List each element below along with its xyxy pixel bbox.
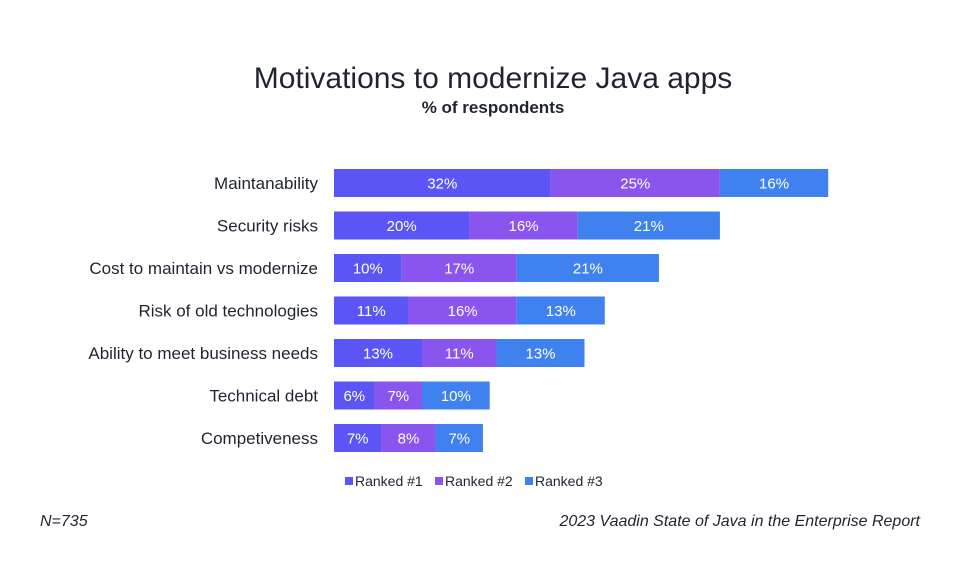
data-label: 11% xyxy=(445,346,474,363)
category-label: Security risks xyxy=(217,217,318,236)
category-label: Cost to maintain vs modernize xyxy=(89,259,318,278)
legend-swatch xyxy=(525,477,533,485)
data-label: 13% xyxy=(363,346,393,363)
bar-segment-2 xyxy=(469,211,578,240)
legend-swatch xyxy=(345,477,353,485)
data-label: 16% xyxy=(448,303,478,320)
category-label: Competiveness xyxy=(201,429,318,448)
data-label: 7% xyxy=(448,431,470,448)
data-label: 21% xyxy=(573,261,603,278)
bar-segment-2 xyxy=(381,424,436,452)
data-label: 25% xyxy=(620,176,650,193)
bar-segment-3 xyxy=(496,339,585,367)
data-label: 7% xyxy=(347,431,369,448)
legend-swatch xyxy=(435,477,443,485)
category-label: Maintanability xyxy=(214,174,318,193)
data-label: 21% xyxy=(634,218,664,235)
category-label: Ability to meet business needs xyxy=(88,344,318,363)
data-label: 13% xyxy=(546,303,576,320)
data-label: 10% xyxy=(353,261,383,278)
category-label: Technical debt xyxy=(209,387,318,406)
bar-segment-1 xyxy=(334,339,423,367)
bar-segment-1 xyxy=(334,169,551,197)
data-label: 16% xyxy=(509,218,539,235)
chart-subtitle: % of respondents xyxy=(421,98,565,117)
legend-label: Ranked #2 xyxy=(445,473,513,489)
bar-segment-3 xyxy=(435,424,483,452)
bar-segment-2 xyxy=(408,296,517,325)
bar-segment-1 xyxy=(334,296,409,325)
chart-title: Motivations to modernize Java apps xyxy=(253,62,733,95)
data-label: 10% xyxy=(441,388,471,405)
data-label: 11% xyxy=(357,303,386,320)
bar-segment-1 xyxy=(334,211,470,240)
bar-segment-3 xyxy=(516,254,659,282)
bar-segment-2 xyxy=(401,254,517,282)
bar-segment-3 xyxy=(719,169,829,197)
category-label: Risk of old technologies xyxy=(138,302,318,321)
data-label: 13% xyxy=(525,346,555,363)
bar-segment-2 xyxy=(374,381,423,410)
legend-label: Ranked #3 xyxy=(535,473,603,489)
bar-segment-1 xyxy=(334,424,382,452)
bar-segment-2 xyxy=(422,339,497,367)
source-note: 2023 Vaadin State of Java in the Enterpr… xyxy=(559,513,920,530)
data-label: 32% xyxy=(427,176,457,193)
data-label: 7% xyxy=(387,388,409,405)
bar-segment-2 xyxy=(550,169,720,197)
bar-segment-3 xyxy=(516,296,605,325)
data-label: 20% xyxy=(387,218,417,235)
data-label: 6% xyxy=(343,388,365,405)
data-label: 17% xyxy=(444,261,474,278)
bar-segment-3 xyxy=(422,381,490,410)
sample-size: N=735 xyxy=(40,513,88,530)
legend-label: Ranked #1 xyxy=(355,473,423,489)
bar-segment-1 xyxy=(334,381,375,410)
bar-segment-3 xyxy=(577,211,720,240)
bar-segment-1 xyxy=(334,254,402,282)
data-label: 16% xyxy=(759,176,789,193)
data-label: 8% xyxy=(398,431,420,448)
